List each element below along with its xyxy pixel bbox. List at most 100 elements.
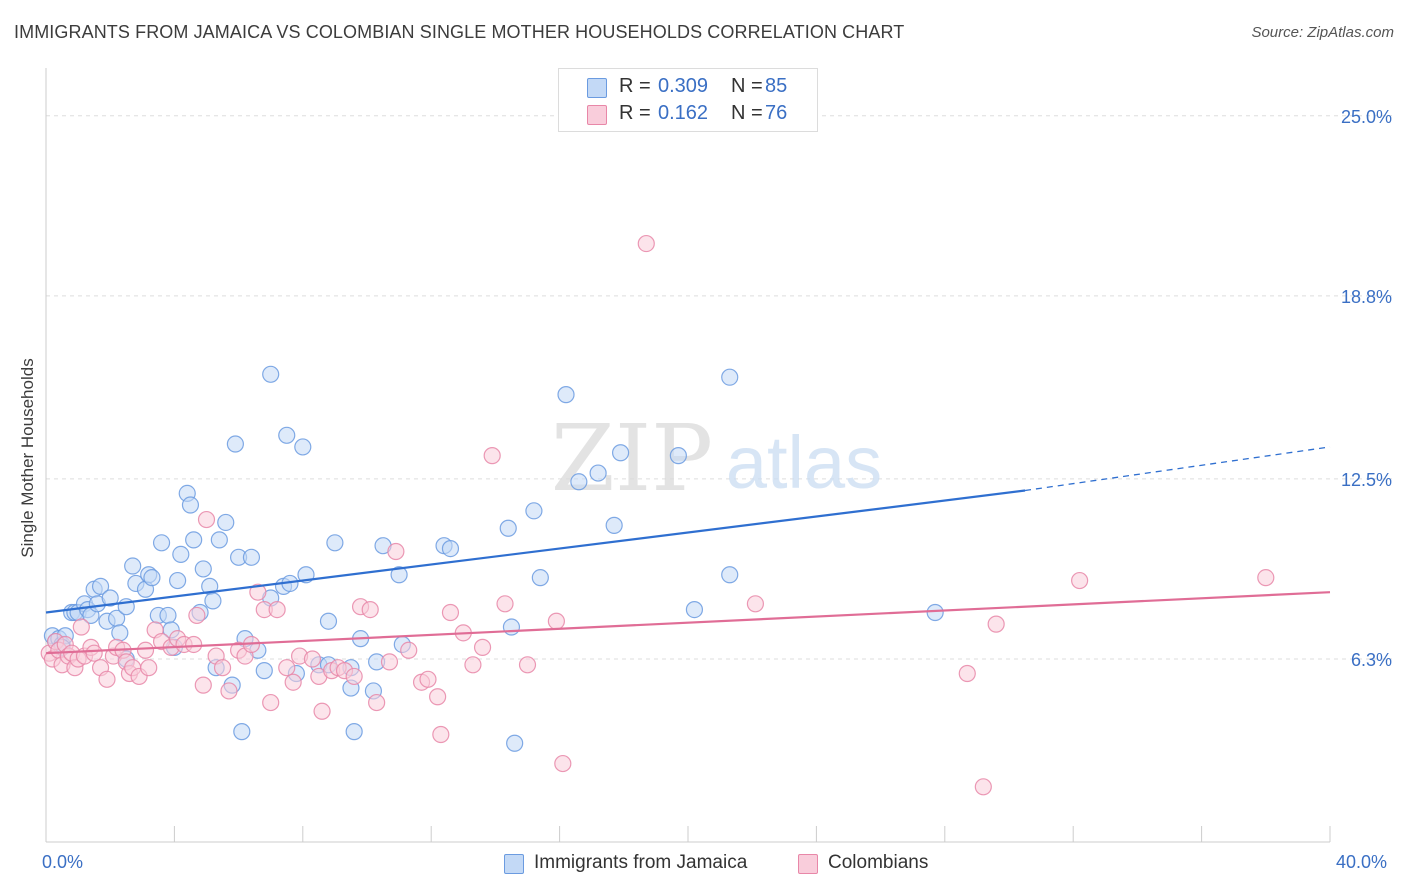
point-jamaica (278, 426, 296, 444)
legend-swatch-colombians (798, 854, 818, 874)
point-jamaica (605, 516, 623, 534)
legend-n-label: N = (731, 102, 763, 124)
point-colombians (518, 656, 537, 674)
axes (45, 68, 1331, 843)
point-jamaica (721, 368, 739, 386)
data-points (40, 234, 1275, 796)
source-label: Source: ZipAtlas.com (1251, 24, 1394, 41)
watermark-atlas: atlas (726, 421, 882, 504)
point-jamaica (611, 444, 630, 462)
point-colombians (974, 778, 992, 796)
point-jamaica (181, 496, 200, 514)
y-tick-labels: 25.0% 18.8% 12.5% 6.3% (1341, 107, 1392, 670)
point-jamaica (345, 723, 363, 741)
chart-title: IMMIGRANTS FROM JAMAICA VS COLOMBIAN SIN… (14, 22, 905, 42)
trend-line-jamaica-extension (1024, 446, 1331, 492)
point-colombians (419, 670, 437, 688)
point-jamaica (169, 571, 187, 590)
point-colombians (213, 659, 232, 677)
point-jamaica (926, 603, 944, 622)
series-legend: Immigrants from Jamaica Colombians (0, 852, 1406, 878)
point-colombians (368, 693, 386, 712)
point-colombians (400, 641, 418, 659)
point-jamaica (525, 502, 543, 520)
point-colombians (387, 542, 405, 561)
point-colombians (987, 615, 1005, 633)
point-colombians (140, 659, 158, 677)
point-colombians (345, 667, 363, 686)
point-colombians (1071, 571, 1089, 590)
point-jamaica (570, 473, 588, 491)
x-tick-label-max: 40.0% (1336, 852, 1388, 872)
point-jamaica (557, 386, 575, 404)
point-colombians (185, 635, 203, 654)
point-jamaica (217, 513, 235, 532)
point-jamaica (589, 464, 607, 482)
legend-r-label: R = (619, 102, 651, 124)
legend-swatch-jamaica (504, 854, 524, 874)
point-colombians (441, 603, 460, 622)
point-colombians (136, 641, 155, 659)
point-colombians (554, 754, 572, 773)
legend-swatch-jamaica (587, 78, 607, 98)
x-tick-label-min: 0.0% (42, 852, 84, 872)
point-jamaica (319, 612, 338, 630)
point-jamaica (159, 606, 177, 625)
point-jamaica (721, 566, 739, 584)
trend-line-colombians (45, 591, 1331, 655)
y-tick-label: 25.0% (1341, 107, 1392, 127)
point-colombians (380, 653, 399, 671)
point-colombians (958, 664, 976, 683)
point-colombians (429, 688, 447, 706)
point-jamaica (172, 545, 190, 564)
legend-n-value: 85 (765, 75, 788, 97)
point-jamaica (685, 601, 704, 619)
point-jamaica (91, 577, 110, 595)
point-jamaica (242, 548, 261, 566)
point-jamaica (185, 531, 203, 549)
legend-row-jamaica: R = 0.309 N = 85 (559, 75, 817, 101)
point-colombians (432, 725, 450, 744)
point-colombians (547, 612, 565, 630)
point-colombians (188, 606, 206, 625)
point-jamaica (441, 540, 460, 558)
point-jamaica (194, 560, 212, 578)
point-colombians (496, 595, 514, 613)
point-jamaica (255, 662, 273, 680)
point-colombians (464, 656, 482, 674)
legend-swatch-colombians (587, 105, 607, 125)
watermark: ZIP atlas (551, 405, 882, 512)
correlation-legend: R = 0.309 N = 85 R = 0.162 N = 76 (558, 68, 818, 132)
point-jamaica (262, 365, 280, 383)
point-jamaica (124, 557, 142, 575)
point-jamaica (499, 519, 517, 537)
point-colombians (1257, 569, 1275, 587)
legend-n-value: 76 (765, 102, 788, 124)
point-colombians (194, 676, 212, 694)
point-colombians (72, 618, 90, 636)
point-jamaica (506, 734, 524, 752)
watermark-zip: ZIP (551, 405, 713, 512)
point-jamaica (111, 624, 129, 642)
legend-r-value: 0.162 (657, 102, 709, 124)
point-jamaica (294, 438, 312, 456)
point-colombians (284, 673, 302, 691)
legend-r-label: R = (619, 75, 651, 97)
point-jamaica (101, 589, 119, 607)
point-colombians (268, 601, 286, 619)
point-jamaica (143, 569, 161, 587)
point-colombians (98, 670, 116, 688)
legend-label-jamaica: Immigrants from Jamaica (534, 852, 748, 873)
legend-label-colombians: Colombians (828, 852, 929, 873)
point-jamaica (204, 592, 222, 610)
point-colombians (473, 638, 492, 656)
legend-row-colombians: R = 0.162 N = 76 (559, 102, 817, 128)
y-tick-label: 18.8% (1341, 287, 1392, 307)
point-colombians (361, 601, 379, 619)
legend-r-value: 0.309 (657, 75, 709, 97)
point-jamaica (669, 447, 687, 465)
point-jamaica (152, 534, 171, 552)
point-jamaica (233, 723, 251, 741)
point-colombians (249, 583, 267, 601)
